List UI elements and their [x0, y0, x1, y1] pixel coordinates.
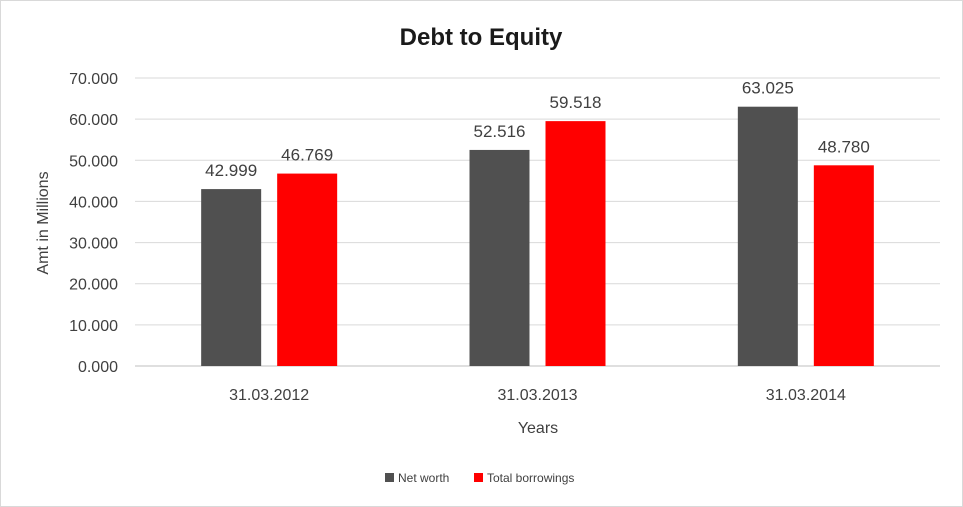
bar-net-worth — [201, 189, 262, 366]
y-tick-label: 30.000 — [69, 236, 118, 253]
legend: Net worth Total borrowings — [385, 471, 574, 485]
chart-title: Debt to Equity — [400, 24, 563, 51]
bar-net-worth — [737, 106, 798, 366]
x-axis-title: Years — [518, 420, 558, 437]
bar-value-label: 63.025 — [742, 79, 794, 98]
bars — [201, 106, 874, 366]
x-category-label: 31.03.2012 — [229, 387, 309, 404]
y-tick-label: 20.000 — [69, 277, 118, 294]
value-labels: 42.999 46.769 52.516 59.518 63.025 48.780 — [205, 79, 870, 180]
bar-total-borrowings — [813, 165, 874, 366]
bar-value-label: 59.518 — [550, 93, 602, 112]
x-category-label: 31.03.2013 — [497, 387, 577, 404]
y-axis-ticks: 0.000 10.000 20.000 30.000 40.000 50.000 60.00… — [69, 71, 118, 376]
y-tick-label: 40.000 — [69, 194, 118, 211]
gridlines — [135, 77, 940, 367]
bar-total-borrowings — [277, 173, 338, 366]
bar-value-label: 52.516 — [474, 122, 526, 141]
y-tick-label: 60.000 — [69, 112, 118, 129]
x-axis-categories: 31.03.2012 31.03.2013 31.03.2014 — [229, 387, 846, 404]
legend-label: Total borrowings — [487, 471, 574, 485]
legend-swatch — [385, 473, 394, 482]
y-tick-label: 70.000 — [69, 71, 118, 88]
bar-value-label: 48.780 — [818, 137, 870, 156]
legend-swatch — [474, 473, 483, 482]
bar-value-label: 42.999 — [205, 161, 257, 180]
y-tick-label: 50.000 — [69, 153, 118, 170]
bar-net-worth — [469, 149, 530, 366]
y-tick-label: 0.000 — [78, 359, 118, 376]
bar-total-borrowings — [545, 121, 606, 366]
x-category-label: 31.03.2014 — [766, 387, 846, 404]
y-tick-label: 10.000 — [69, 318, 118, 335]
y-axis-title: Amt in Millions — [35, 171, 52, 274]
bar-value-label: 46.769 — [281, 146, 333, 165]
legend-label: Net worth — [398, 471, 449, 485]
